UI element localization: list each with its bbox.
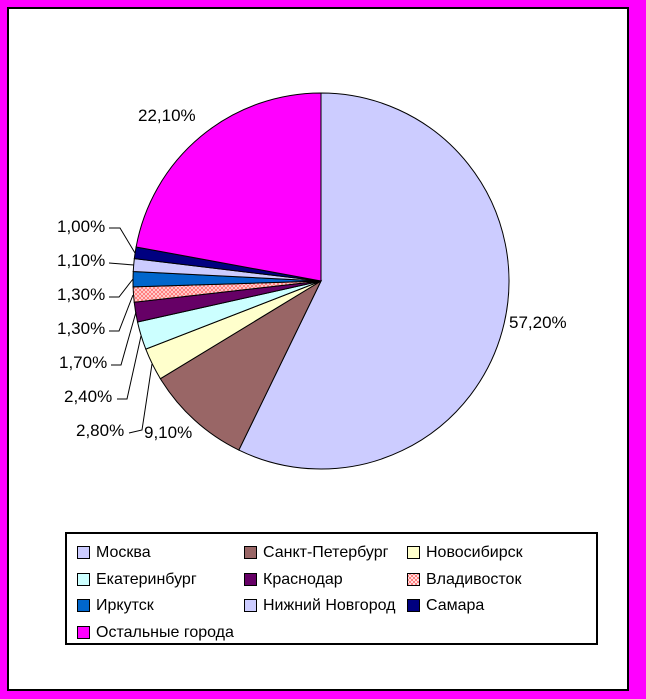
slice-label-moskva[interactable]: 57,20% — [509, 313, 567, 332]
slice-label-ekaterinburg[interactable]: 2,40% — [64, 387, 113, 406]
legend-item-nizhniy-novgorod[interactable]: Нижний Новгород — [244, 597, 395, 614]
legend-item-novosibirsk[interactable]: Новосибирск — [407, 544, 523, 561]
legend-swatch-samara — [407, 599, 420, 612]
legend-label-nizhniy-novgorod: Нижний Новгород — [263, 596, 396, 614]
legend[interactable]: Москва Санкт-Петербург Новосибирск Екатерин… — [65, 532, 598, 645]
legend-label-irkutsk: Иркутск — [96, 596, 154, 614]
legend-item-irkutsk[interactable]: Иркутск — [77, 597, 154, 614]
leader-line-vladivostok — [109, 294, 134, 332]
legend-swatch-vladivostok — [407, 573, 420, 586]
legend-label-samara: Самара — [426, 596, 485, 614]
pie-chart — [108, 92, 510, 470]
legend-item-ekaterinburg[interactable]: Екатеринбург — [77, 571, 197, 588]
legend-swatch-nizhniy-novgorod — [244, 599, 257, 612]
chart-area: 57,20% 9,10% 2,80% 2,40% 1,70% 1,30% 1,30% 1,10… — [7, 7, 629, 691]
slice-label-ostalnye-goroda[interactable]: 22,10% — [138, 106, 196, 125]
leader-line-krasnodar — [111, 311, 137, 366]
legend-item-vladivostok[interactable]: Владивосток — [407, 571, 521, 588]
legend-swatch-irkutsk — [77, 599, 90, 612]
legend-swatch-ostalnye-goroda — [77, 626, 90, 639]
legend-label-ekaterinburg: Екатеринбург — [96, 570, 197, 588]
legend-label-sankt-peterburg: Санкт-Петербург — [263, 543, 389, 561]
legend-item-moskva[interactable]: Москва — [77, 544, 151, 561]
slice-label-irkutsk[interactable]: 1,30% — [57, 285, 106, 304]
pie-slice-sankt-peterburg[interactable] — [159, 279, 323, 451]
legend-item-sankt-peterburg[interactable]: Санкт-Петербург — [244, 544, 388, 561]
legend-label-moskva: Москва — [96, 543, 151, 561]
legend-swatch-krasnodar — [244, 573, 257, 586]
leader-line-ekaterinburg — [117, 335, 142, 400]
legend-swatch-sankt-peterburg — [244, 546, 257, 559]
slice-label-sankt-peterburg[interactable]: 9,10% — [144, 423, 193, 442]
leader-line-samara — [109, 227, 136, 254]
leader-line-irkutsk — [109, 278, 134, 298]
legend-label-ostalnye-goroda: Остальные города — [96, 623, 234, 641]
slice-label-vladivostok[interactable]: 1,30% — [57, 319, 106, 338]
leader-line-nizhniy-novgorod — [108, 262, 135, 266]
slice-label-samara[interactable]: 1,00% — [57, 217, 106, 236]
legend-item-samara[interactable]: Самара — [407, 597, 484, 614]
legend-item-ostalnye-goroda[interactable]: Остальные города — [77, 624, 234, 641]
pie-slice-moskva[interactable] — [238, 92, 510, 470]
legend-swatch-moskva — [77, 546, 90, 559]
leader-line-novosibirsk — [128, 363, 153, 434]
legend-label-vladivostok: Владивосток — [426, 570, 522, 588]
legend-label-krasnodar: Краснодар — [263, 570, 343, 588]
legend-swatch-novosibirsk — [407, 546, 420, 559]
legend-swatch-ekaterinburg — [77, 573, 90, 586]
slice-label-krasnodar[interactable]: 1,70% — [59, 353, 108, 372]
legend-item-krasnodar[interactable]: Краснодар — [244, 571, 343, 588]
pie-slice-ostalnye-goroda[interactable] — [135, 92, 322, 282]
slice-label-novosibirsk[interactable]: 2,80% — [76, 421, 125, 440]
legend-label-novosibirsk: Новосибирск — [426, 543, 523, 561]
slice-label-nizhniy-novgorod[interactable]: 1,10% — [57, 251, 106, 270]
